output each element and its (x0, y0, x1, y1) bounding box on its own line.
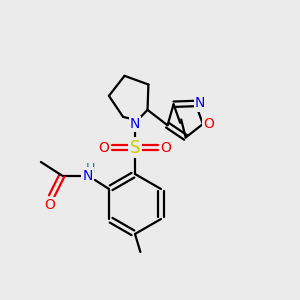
Text: N: N (82, 169, 93, 182)
Text: O: O (99, 141, 110, 154)
Text: N: N (130, 117, 140, 131)
Text: O: O (203, 117, 214, 131)
Text: O: O (44, 198, 56, 212)
Text: S: S (130, 139, 140, 157)
Text: O: O (160, 141, 171, 154)
Text: H: H (86, 161, 95, 175)
Text: N: N (195, 97, 205, 110)
